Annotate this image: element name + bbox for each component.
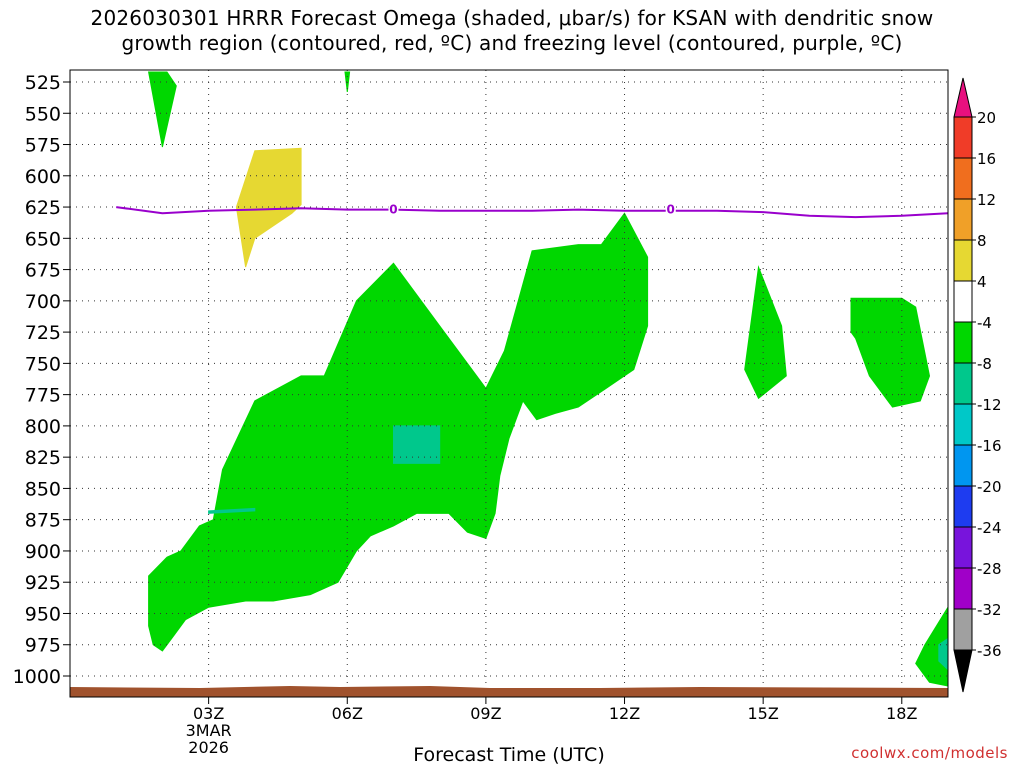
terrain-layer	[70, 686, 948, 697]
y-axis: 525 550 575 600 625 650 675 700 725 750 775 800 825 8…	[13, 72, 70, 688]
omega-region-5	[744, 265, 787, 400]
omega-region-2	[235, 147, 302, 268]
x-tick-label: 15Z	[747, 704, 778, 723]
colorbar: 20 16 12 8 4 -4 -8 -12 -16 -20 -24 -28 -32 -36	[953, 77, 1002, 693]
date-label: 2026	[188, 738, 229, 757]
y-tick-label: 650	[25, 228, 61, 250]
y-tick-label: 875	[25, 510, 61, 532]
x-tick-label: 09Z	[470, 704, 501, 723]
freezing-label-bg	[665, 201, 676, 216]
colorbar-swatch	[953, 239, 973, 282]
y-tick-label: 1000	[13, 666, 61, 688]
colorbar-swatch	[953, 567, 973, 610]
y-tick-label: 775	[25, 385, 61, 407]
y-tick-label: 575	[25, 135, 61, 157]
chart-title-line-1: 2026030301 HRRR Forecast Omega (shaded, …	[90, 6, 934, 30]
y-tick-label: 825	[25, 447, 61, 469]
y-tick-label: 800	[25, 416, 61, 438]
y-tick-label: 750	[25, 353, 61, 375]
y-tick-label: 725	[25, 322, 61, 344]
y-tick-label: 700	[25, 291, 61, 313]
omega-region-6	[850, 297, 931, 408]
chart-title-line-2: growth region (contoured, red, ºC) and f…	[121, 31, 903, 55]
colorbar-label: -28	[977, 560, 1002, 578]
chart-title: 2026030301 HRRR Forecast Omega (shaded, …	[0, 6, 1024, 56]
colorbar-swatch	[953, 198, 973, 241]
colorbar-swatch	[953, 157, 973, 200]
y-tick-label: 975	[25, 635, 61, 657]
omega-region-4	[393, 425, 441, 464]
y-tick-label: 925	[25, 572, 61, 594]
omega-region-9	[208, 507, 256, 514]
x-tick-label: 12Z	[609, 704, 640, 723]
colorbar-label: -4	[977, 314, 992, 332]
colorbar-swatch	[953, 280, 973, 323]
colorbar-label: 16	[977, 150, 996, 168]
omega-region-0	[147, 71, 177, 148]
colorbar-swatch	[953, 485, 973, 528]
colorbar-label: -16	[977, 437, 1002, 455]
colorbar-label: -36	[977, 642, 1002, 660]
x-tick-label: 06Z	[332, 704, 363, 723]
colorbar-bottom-arrow	[953, 649, 973, 693]
omega-shading	[147, 71, 949, 687]
colorbar-label: 4	[977, 273, 987, 291]
credit-link[interactable]: coolwx.com/models	[851, 744, 1008, 762]
colorbar-swatch	[953, 444, 973, 487]
gridlines	[70, 70, 948, 697]
plot-frame	[69, 69, 949, 698]
colorbar-label: 12	[977, 191, 996, 209]
colorbar-swatch	[953, 608, 973, 651]
colorbar-swatch	[953, 403, 973, 446]
colorbar-swatch	[953, 526, 973, 569]
colorbar-top-arrow	[953, 77, 973, 118]
colorbar-label: -32	[977, 601, 1002, 619]
colorbar-label: -12	[977, 396, 1002, 414]
y-tick-label: 550	[25, 103, 61, 125]
freezing-label-bg	[388, 201, 399, 216]
y-tick-label: 950	[25, 603, 61, 625]
colorbar-swatch	[953, 116, 973, 159]
y-tick-label: 900	[25, 541, 61, 563]
colorbar-label: 20	[977, 109, 996, 127]
x-tick-label: 03Z	[193, 704, 224, 723]
y-tick-label: 850	[25, 478, 61, 500]
colorbar-label: -20	[977, 478, 1002, 496]
x-axis-title: Forecast Time (UTC)	[413, 744, 605, 766]
colorbar-label: -24	[977, 519, 1002, 537]
terrain-band	[70, 686, 948, 697]
y-tick-label: 525	[25, 72, 61, 94]
colorbar-label: 8	[977, 232, 987, 250]
freezing-level-line	[116, 206, 949, 219]
freezing-level-label: 0	[389, 203, 397, 217]
colorbar-swatch	[953, 362, 973, 405]
freezing-level-label: 0	[667, 203, 675, 217]
colorbar-label: -8	[977, 355, 992, 373]
x-tick-label: 18Z	[886, 704, 917, 723]
y-tick-label: 600	[25, 166, 61, 188]
y-tick-label: 675	[25, 260, 61, 282]
colorbar-swatch	[953, 321, 973, 364]
omega-region-7	[915, 605, 949, 687]
date-label: 3MAR	[186, 721, 232, 740]
y-tick-label: 625	[25, 197, 61, 219]
